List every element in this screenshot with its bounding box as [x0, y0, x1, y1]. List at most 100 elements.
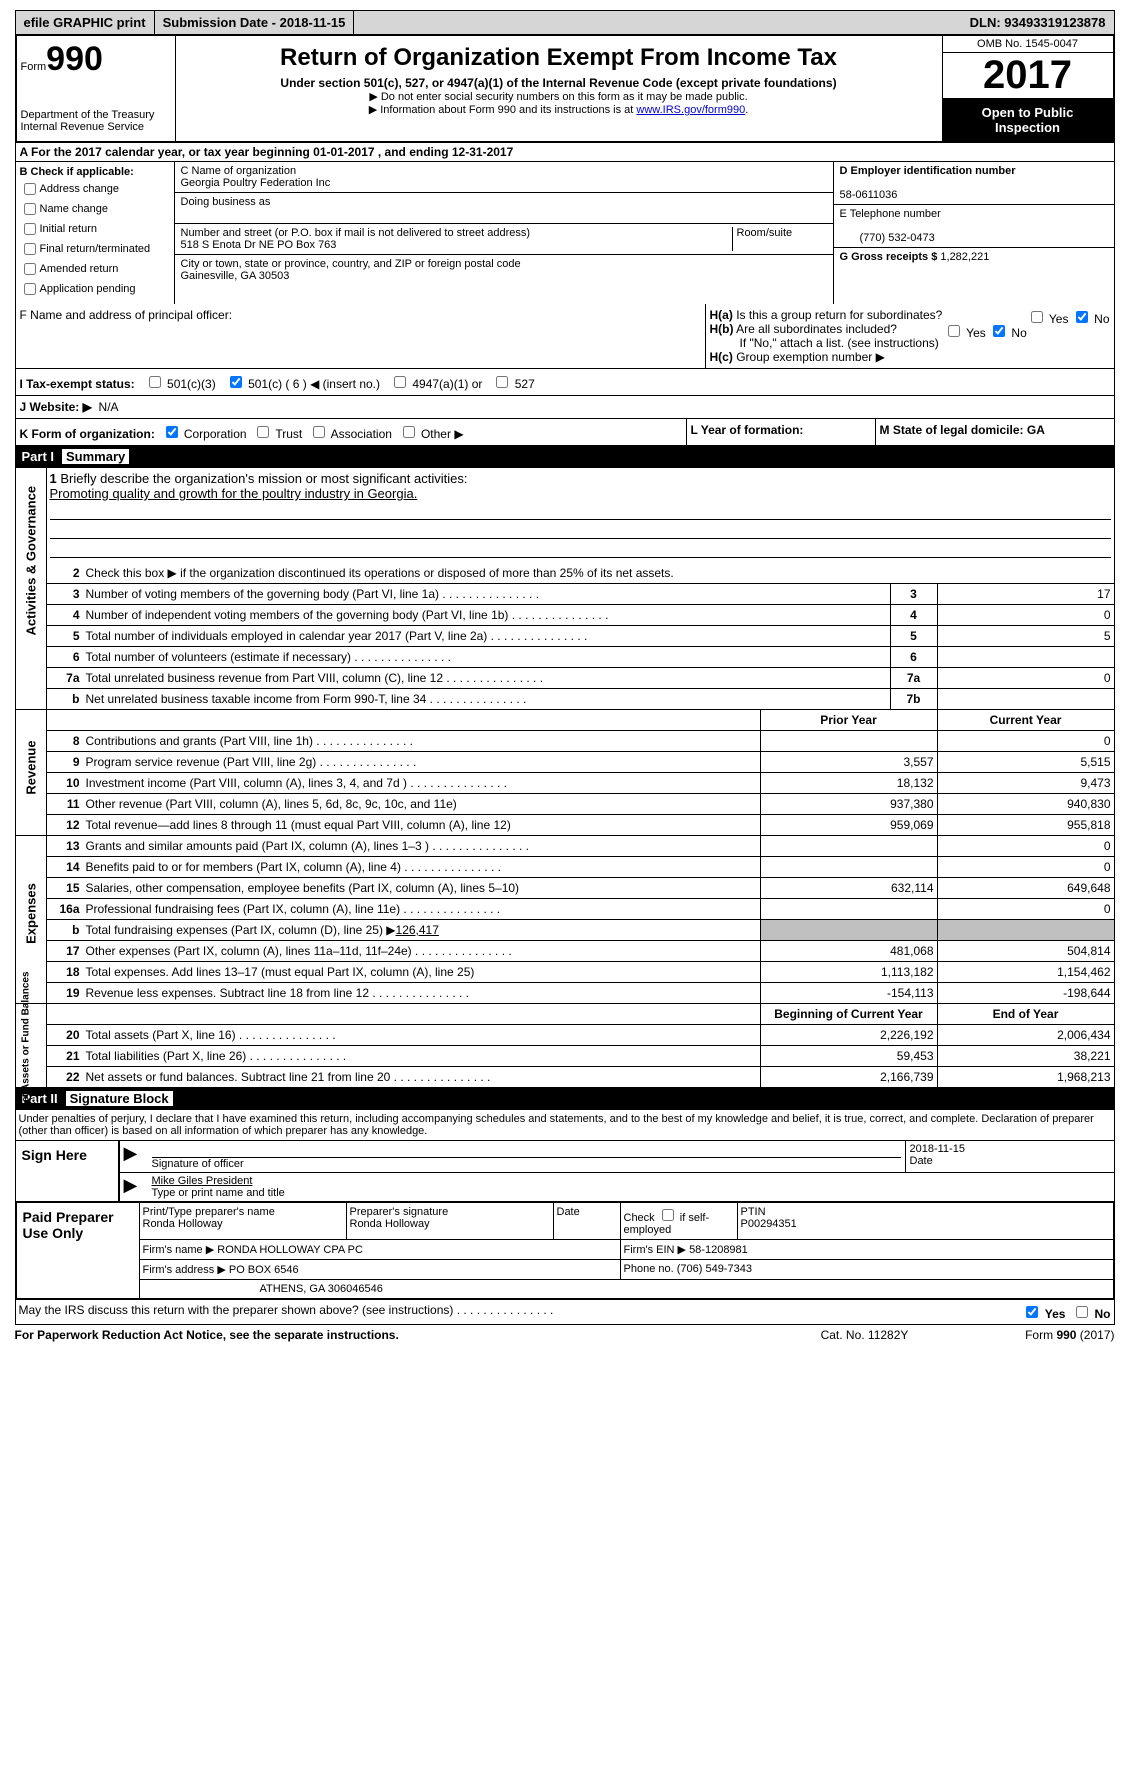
dept-1: Department of the Treasury	[21, 109, 171, 121]
line-9: Program service revenue (Part VIII, line…	[86, 755, 317, 769]
ck-final-return[interactable]: Final return/terminated	[20, 240, 170, 258]
topbar: efile GRAPHIC print Submission Date - 20…	[15, 10, 1115, 35]
line-1: 1 Briefly describe the organization's mi…	[47, 468, 1114, 563]
gross-label: G Gross receipts $	[840, 251, 938, 263]
sig-date: 2018-11-15	[910, 1143, 965, 1155]
preparer-name: Ronda Holloway	[143, 1218, 223, 1230]
part1-rev: Revenue Prior YearCurrent Year 8Contribu…	[15, 710, 1115, 836]
telephone: (770) 532-0473	[840, 232, 935, 244]
mission-text: Promoting quality and growth for the pou…	[50, 486, 418, 501]
vtab-netassets: Net Assets or Fund Balances	[20, 980, 31, 1110]
v5: 5	[937, 626, 1114, 646]
cat-no: Cat. No. 11282Y	[765, 1328, 965, 1342]
gross-receipts: 1,282,221	[940, 251, 989, 263]
note-2: Information about Form 990 and its instr…	[380, 104, 636, 116]
hb-yes[interactable]	[948, 325, 960, 337]
ein-label: D Employer identification number	[840, 165, 1016, 177]
ck-4947[interactable]	[394, 376, 406, 388]
submission-date: Submission Date - 2018-11-15	[155, 11, 355, 34]
line-3: Number of voting members of the governin…	[86, 587, 440, 601]
line-17: Other expenses (Part IX, column (A), lin…	[86, 944, 412, 958]
ck-assoc[interactable]	[313, 426, 325, 438]
h-b: Are all subordinates included?	[736, 322, 897, 336]
ck-initial-return[interactable]: Initial return	[20, 220, 170, 238]
line-15: Salaries, other compensation, employee b…	[86, 881, 520, 895]
ck-application-pending[interactable]: Application pending	[20, 280, 170, 298]
officer-name: Mike Giles President	[152, 1175, 253, 1187]
col-d: D Employer identification number 58-06110…	[834, 162, 1114, 304]
row-fh: F Name and address of principal officer:…	[15, 304, 1115, 369]
section-bcd: B Check if applicable: Address change Na…	[15, 162, 1115, 304]
vtab-revenue: Revenue	[23, 703, 38, 833]
line-16b: Total fundraising expenses (Part IX, col…	[86, 923, 396, 937]
ck-self-employed[interactable]	[662, 1209, 674, 1221]
k-label: K Form of organization:	[20, 427, 155, 441]
col-b: B Check if applicable: Address change Na…	[16, 162, 175, 304]
line-18: Total expenses. Add lines 13–17 (must eq…	[86, 965, 475, 979]
i-label: I Tax-exempt status:	[20, 377, 135, 391]
sign-here-label: Sign Here	[16, 1141, 118, 1201]
ck-501c3[interactable]	[149, 376, 161, 388]
form-number: 990	[46, 40, 103, 78]
paid-preparer-label: Paid Preparer Use Only	[16, 1203, 139, 1299]
line-2: Check this box ▶ if the organization dis…	[86, 566, 674, 580]
ck-amended[interactable]: Amended return	[20, 260, 170, 278]
city-state-zip: Gainesville, GA 30503	[181, 270, 290, 282]
discuss-yes[interactable]	[1026, 1306, 1038, 1318]
tax-year: 2017	[943, 53, 1113, 99]
firm-phone: (706) 549-7343	[677, 1263, 752, 1275]
sig-label: Signature of officer	[152, 1158, 244, 1170]
footer-question: May the IRS discuss this return with the…	[15, 1300, 1115, 1325]
ha-yes[interactable]	[1031, 311, 1043, 323]
line-22: Net assets or fund balances. Subtract li…	[86, 1070, 391, 1084]
paperwork-notice: For Paperwork Reduction Act Notice, see …	[15, 1328, 765, 1342]
begin-hdr: Beginning of Current Year	[760, 1004, 937, 1024]
dln: DLN: 93493319123878	[962, 11, 1114, 34]
l-year: L Year of formation:	[691, 423, 804, 437]
ck-other[interactable]	[403, 426, 415, 438]
line-19: Revenue less expenses. Subtract line 18 …	[86, 986, 370, 1000]
omb-number: OMB No. 1545-0047	[943, 36, 1113, 53]
ck-corp[interactable]	[166, 426, 178, 438]
ck-address-change[interactable]: Address change	[20, 180, 170, 198]
b-label: B Check if applicable:	[20, 166, 134, 178]
h-b-note: If "No," attach a list. (see instruction…	[710, 336, 939, 350]
ha-no[interactable]	[1076, 311, 1088, 323]
part1-net: Net Assets or Fund Balances Beginning of…	[15, 1004, 1115, 1088]
line-7b: Net unrelated business taxable income fr…	[86, 692, 427, 706]
line-5: Total number of individuals employed in …	[86, 629, 488, 643]
line-12: Total revenue—add lines 8 through 11 (mu…	[86, 818, 511, 832]
v7a: 0	[937, 668, 1114, 688]
discuss-no[interactable]	[1076, 1306, 1088, 1318]
ck-527[interactable]	[496, 376, 508, 388]
org-name: Georgia Poultry Federation Inc	[181, 177, 331, 189]
ein: 58-0611036	[840, 189, 898, 201]
form-footer: Form 990 (2017)	[965, 1328, 1115, 1342]
part2-header: Part IISignature Block	[15, 1088, 1115, 1110]
ck-501c[interactable]	[230, 376, 242, 388]
line-13: Grants and similar amounts paid (Part IX…	[86, 839, 429, 853]
v4: 0	[937, 605, 1114, 625]
line-16a: Professional fundraising fees (Part IX, …	[86, 902, 401, 916]
form-subtitle: Under section 501(c), 527, or 4947(a)(1)…	[180, 76, 938, 90]
row-i: I Tax-exempt status: 501(c)(3) 501(c) ( …	[15, 369, 1115, 396]
vtab-activities: Activities & Governance	[23, 506, 38, 636]
firm-addr: PO BOX 6546	[229, 1264, 299, 1276]
prep-date-label: Date	[553, 1203, 620, 1240]
hb-no[interactable]	[993, 325, 1005, 337]
bottom-row: For Paperwork Reduction Act Notice, see …	[15, 1325, 1115, 1345]
irs-link[interactable]: www.IRS.gov/form990	[636, 104, 745, 116]
form-990: efile GRAPHIC print Submission Date - 20…	[15, 10, 1115, 1345]
end-hdr: End of Year	[937, 1004, 1114, 1024]
part1-exp: Expenses 13Grants and similar amounts pa…	[15, 836, 1115, 1004]
city-label: City or town, state or province, country…	[181, 258, 521, 270]
ck-trust[interactable]	[257, 426, 269, 438]
f-officer: F Name and address of principal officer:	[16, 304, 706, 368]
firm-addr2: ATHENS, GA 306046546	[139, 1280, 1113, 1299]
ck-name-change[interactable]: Name change	[20, 200, 170, 218]
row-j: J Website: ▶ N/A	[15, 396, 1115, 419]
h-c: Group exemption number ▶	[736, 350, 885, 364]
h-a: Is this a group return for subordinates?	[736, 308, 942, 322]
line-4: Number of independent voting members of …	[86, 608, 509, 622]
form-label: Form	[21, 61, 47, 73]
